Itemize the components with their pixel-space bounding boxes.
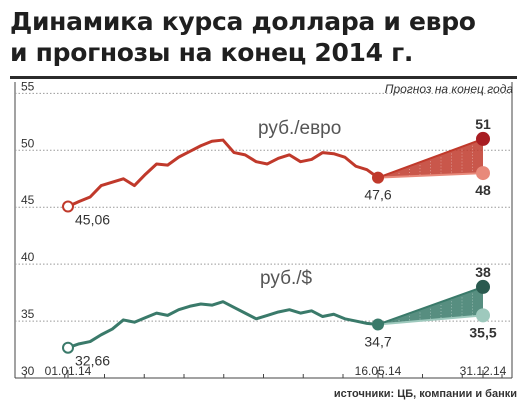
data-labels: 45,06 47,6 51 48 руб./евро 32,66 34,7 38 35,5 руб… bbox=[75, 116, 497, 369]
forecast-high-label: 51 bbox=[475, 116, 491, 132]
forecast-low-label: 35,5 bbox=[469, 324, 496, 340]
forecast-low-marker bbox=[476, 166, 490, 181]
forecast-high-label: 38 bbox=[475, 264, 491, 280]
current-value-label: 47,6 bbox=[364, 187, 391, 203]
current-marker bbox=[372, 318, 384, 331]
start-marker bbox=[62, 341, 74, 354]
current-value-label: 34,7 bbox=[364, 333, 391, 349]
x-axis-ticks: 01.01.14 16.05.14 31.12.14 bbox=[24, 364, 507, 378]
title-divider bbox=[10, 76, 517, 79]
start-value-label: 32,66 bbox=[75, 353, 110, 369]
forecast-caption: Прогноз на конец года bbox=[385, 82, 514, 96]
y-axis-ticks: 30 35 40 45 50 55 bbox=[21, 79, 35, 378]
chart-title-line-2: и прогнозы на конец 2014 г. bbox=[10, 38, 414, 67]
start-marker bbox=[62, 200, 74, 213]
data-markers bbox=[62, 131, 490, 354]
chart-title: Динамика курса доллара и евро и прогнозы… bbox=[10, 6, 515, 68]
usd-series-line bbox=[66, 300, 380, 350]
forecast-low-edge bbox=[377, 172, 484, 179]
chart-title-line-1: Динамика курса доллара и евро bbox=[10, 7, 476, 36]
series-lines bbox=[66, 138, 380, 350]
forecast-high-edge bbox=[377, 285, 484, 326]
forecast-low-label: 48 bbox=[475, 182, 491, 198]
grid-lines bbox=[15, 92, 512, 322]
x-tick-label: 01.01.14 bbox=[45, 364, 92, 378]
y-tick-label: 50 bbox=[21, 136, 35, 150]
forecast-low-edge bbox=[377, 314, 484, 326]
y-tick-label: 55 bbox=[21, 79, 35, 93]
series-name-label: руб./$ bbox=[260, 268, 313, 289]
start-value-label: 45,06 bbox=[75, 212, 110, 228]
x-tick-label: 31.12.14 bbox=[460, 364, 507, 378]
forecast-high-marker bbox=[476, 131, 490, 146]
y-tick-label: 35 bbox=[21, 307, 35, 321]
forecast-high-marker bbox=[476, 279, 490, 294]
forecast-low-marker bbox=[476, 308, 490, 323]
source-note: источники: ЦБ, компании и банки bbox=[334, 388, 517, 400]
current-marker bbox=[372, 171, 384, 184]
forecast-high-edge bbox=[377, 137, 484, 179]
x-tick-label: 16.05.14 bbox=[355, 364, 402, 378]
y-tick-label: 30 bbox=[21, 364, 35, 378]
y-tick-label: 40 bbox=[21, 250, 35, 264]
eur-series-line bbox=[66, 138, 380, 209]
series-name-label: руб./евро bbox=[258, 118, 341, 139]
y-tick-label: 45 bbox=[21, 193, 35, 207]
forecast-areas bbox=[377, 137, 484, 326]
